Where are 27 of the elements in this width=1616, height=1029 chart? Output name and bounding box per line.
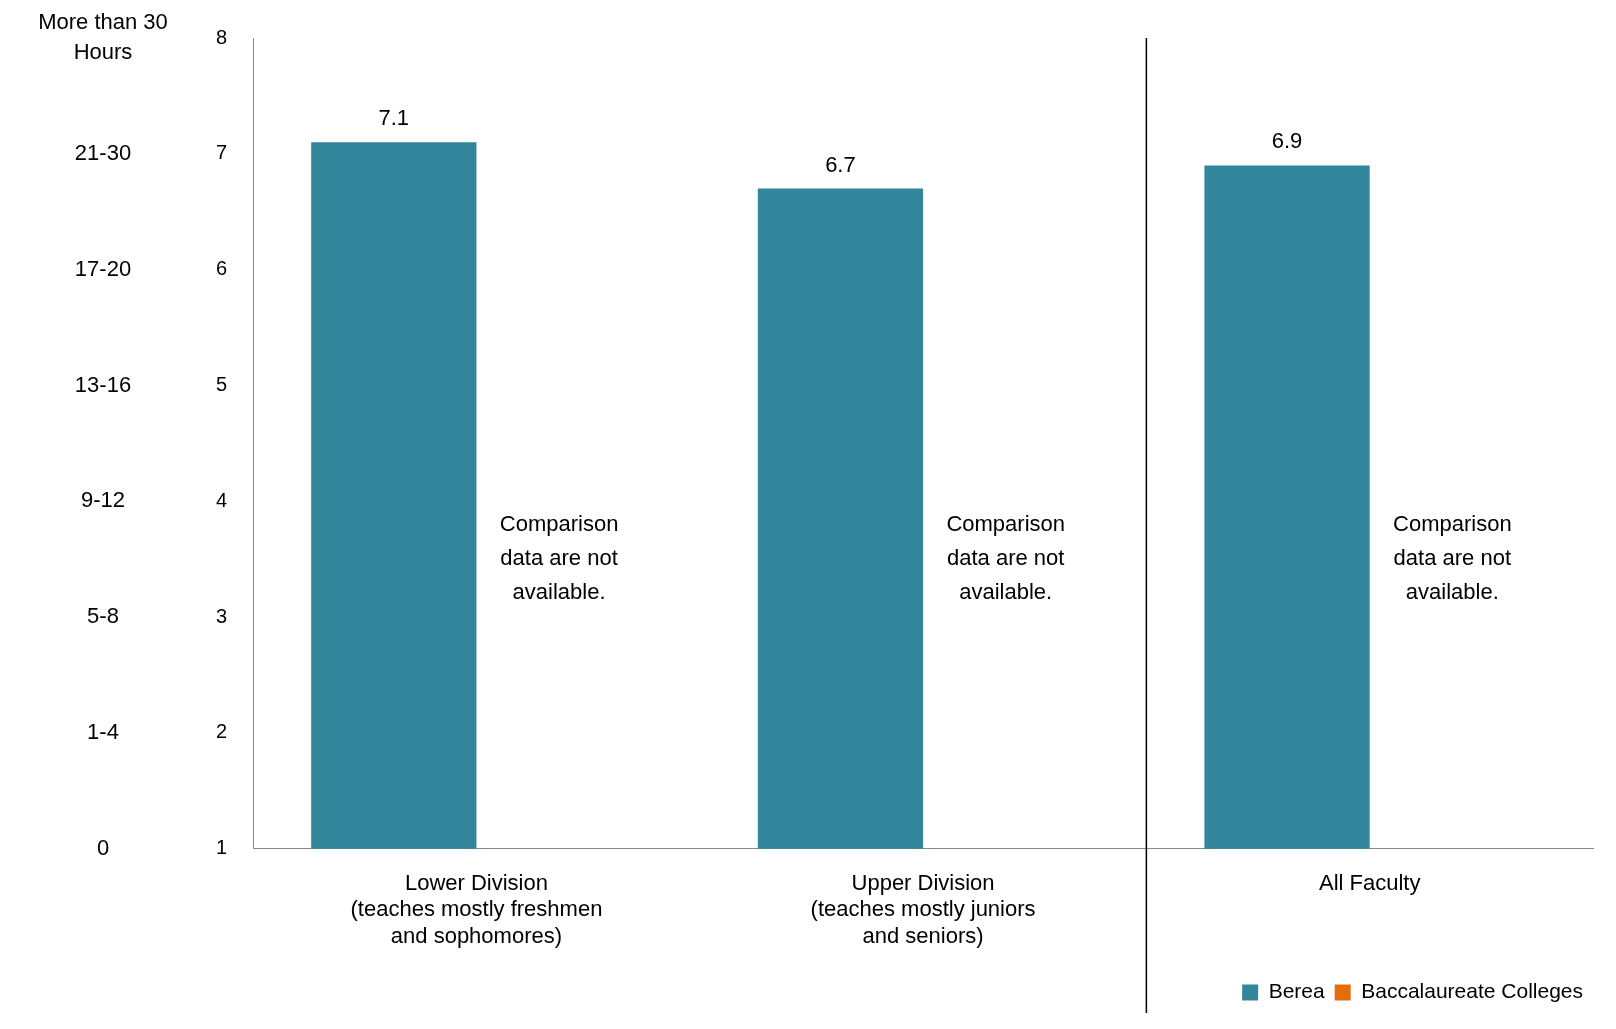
annotation: Comparison data are not available. [499, 511, 619, 605]
y-tick-label: 6 [216, 257, 228, 280]
text: 21-30 [74, 139, 132, 165]
text: More than 30 Hours [38, 9, 168, 65]
legend-label: Baccalaureate Colleges [1361, 979, 1584, 1003]
annotation: Comparison data are not available. [946, 511, 1065, 605]
text: 13-16 [74, 371, 132, 397]
y-tick-label: 2 [216, 720, 228, 743]
data-label: 6.9 [1271, 128, 1303, 154]
y-tick-label: 5 [216, 373, 228, 395]
x-tick-label: Lower Division (teaches mostly freshmen and sophomores) [350, 870, 603, 948]
y-tick-label: 8 [216, 25, 228, 48]
y-tick-label: 1 [216, 836, 228, 859]
annotation: Comparison data are not available. [1393, 511, 1512, 605]
y-tick-label: 4 [216, 488, 228, 511]
legend-label: Berea [1268, 979, 1326, 1003]
data-label: 7.1 [378, 105, 410, 131]
text: 5-8 [87, 603, 119, 629]
y-tick-label: 3 [216, 604, 228, 627]
y-tick-label: 7 [216, 141, 228, 164]
x-tick-label: Upper Division (teaches mostly juniors and seniors) [810, 870, 1036, 948]
text: 1-4 [87, 719, 119, 745]
text: 9-12 [80, 487, 126, 513]
x-tick-label: All Faculty [1318, 870, 1421, 896]
text: 17-20 [74, 255, 132, 281]
text: 0 [96, 834, 110, 860]
data-label: 6.7 [825, 151, 856, 177]
